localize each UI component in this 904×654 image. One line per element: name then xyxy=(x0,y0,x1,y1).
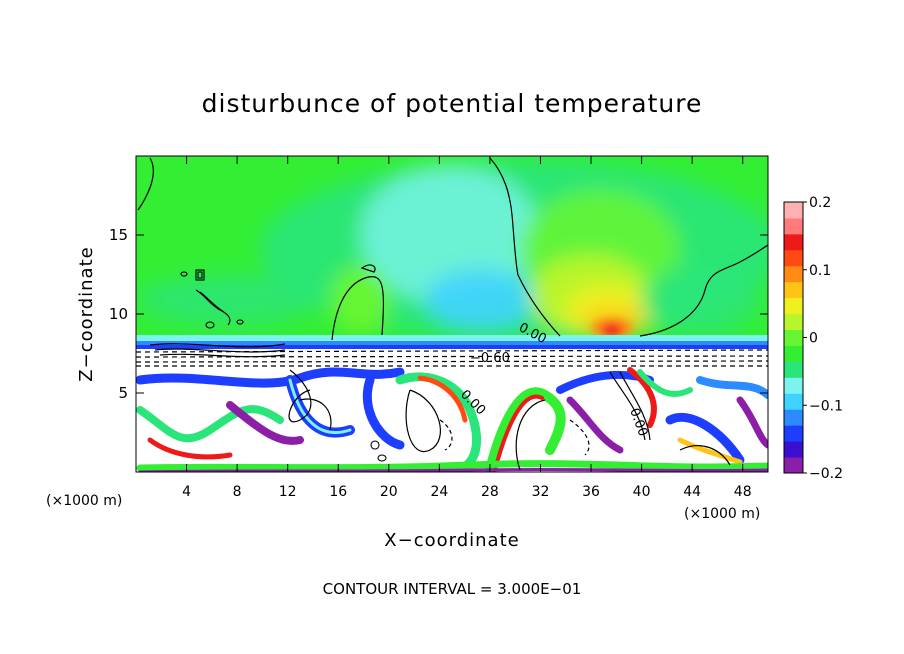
colorbar: 0.2 0.1 0 −0.1 −0.2 xyxy=(783,195,843,482)
colorbar-swatch xyxy=(784,457,803,474)
colorbar-tick-label: 0 xyxy=(809,331,818,347)
y-axis: 5 10 15 xyxy=(109,226,768,402)
upper-field-shading xyxy=(138,160,768,340)
colorbar-swatch xyxy=(784,233,803,251)
colorbar-tick-label: −0.1 xyxy=(809,398,843,414)
x-tick-label: 28 xyxy=(481,484,499,500)
colorbar-tick-label: −0.2 xyxy=(809,466,843,482)
x-tick-label: 4 xyxy=(182,484,191,500)
x-tick-label: 36 xyxy=(582,484,600,500)
contour-label-1: −0.60 xyxy=(470,351,510,366)
colorbar-swatch xyxy=(784,297,803,315)
colorbar-swatch xyxy=(784,425,803,442)
colorbar-swatch xyxy=(784,313,803,331)
colorbar-tick-label: 0.2 xyxy=(809,195,831,211)
warm-core xyxy=(592,318,632,338)
contour-lines xyxy=(136,157,768,471)
x-axis-label: X−coordinate xyxy=(384,530,519,551)
x-tick-label: 44 xyxy=(683,484,701,500)
colorbar-swatch xyxy=(784,441,803,458)
colorbar-swatch xyxy=(784,281,803,299)
x-tick-label: 20 xyxy=(380,484,398,500)
colorbar-swatch xyxy=(784,361,803,378)
x-tick-label: 12 xyxy=(279,484,297,500)
colorbar-swatch xyxy=(784,329,803,346)
x-tick-label: 16 xyxy=(329,484,347,500)
lower-turbulence xyxy=(136,367,768,472)
small-cell-clusters xyxy=(180,269,387,462)
colorbar-swatch xyxy=(784,265,803,283)
colorbar-swatch xyxy=(784,249,803,267)
y-axis-label: Z−coordinate xyxy=(76,246,97,381)
y-tick-label: 5 xyxy=(118,384,128,402)
inversion-layer xyxy=(136,335,768,367)
x-tick-label: 32 xyxy=(532,484,550,500)
x-axis: 4 8 12 16 20 24 28 32 36 40 44 48 xyxy=(182,156,752,500)
x-tick-label: 48 xyxy=(734,484,752,500)
x-unit-left: (×1000 m) xyxy=(46,493,122,509)
plot-area: 0.00 −0.60 0.00 0.00 xyxy=(136,156,768,472)
x-tick-label: 24 xyxy=(430,484,448,500)
colorbar-swatch xyxy=(784,393,803,410)
y-tick-label: 15 xyxy=(109,226,128,244)
colorbar-swatch xyxy=(784,345,803,362)
y-tick-label: 10 xyxy=(109,305,128,323)
x-tick-label: 8 xyxy=(233,484,242,500)
chart-title: disturbunce of potential temperature xyxy=(202,89,703,118)
x-unit-right: (×1000 m) xyxy=(684,506,760,522)
colorbar-swatch xyxy=(784,202,803,219)
contour-interval-note: CONTOUR INTERVAL = 3.000E−01 xyxy=(323,580,582,598)
colorbar-tick-label: 0.1 xyxy=(809,263,831,279)
colorbar-swatch xyxy=(784,217,803,235)
colorbar-swatch xyxy=(784,377,803,394)
colorbar-swatch xyxy=(784,409,803,426)
x-tick-label: 40 xyxy=(633,484,651,500)
